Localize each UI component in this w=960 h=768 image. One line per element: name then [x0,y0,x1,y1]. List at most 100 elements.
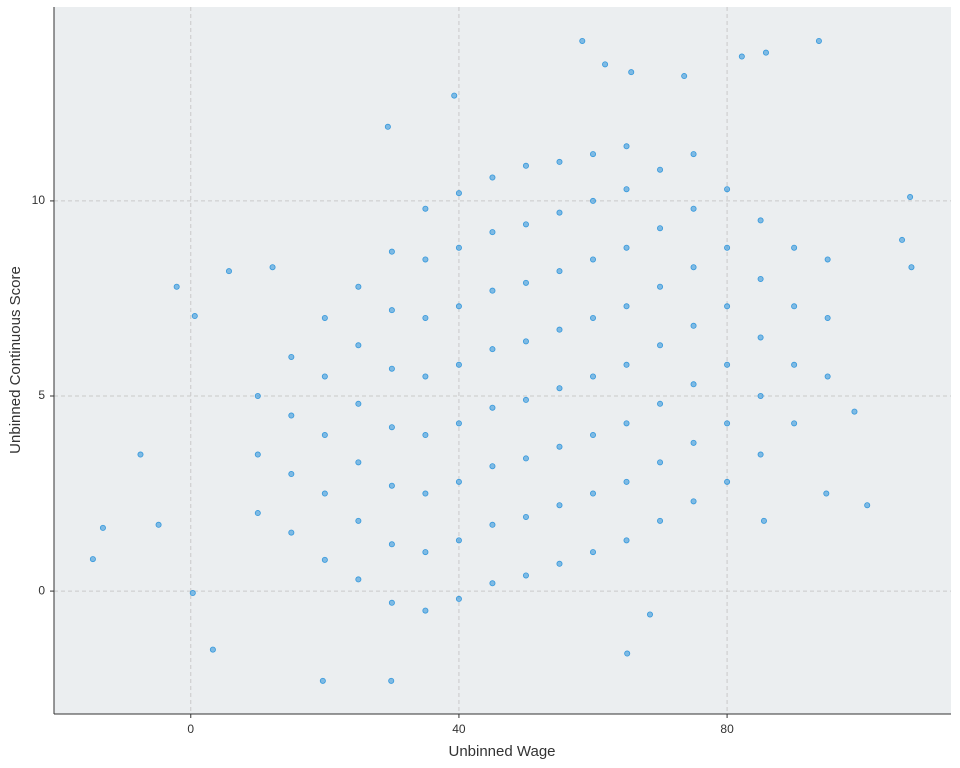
point [590,151,597,158]
point [590,314,597,321]
point [321,490,328,497]
point [556,209,563,216]
y-tick-label: 10 [32,193,46,207]
point [191,313,198,320]
point [254,393,261,400]
point [623,303,630,310]
point [724,361,731,368]
x-axis-title: Unbinned Wage [448,743,555,760]
point [355,576,362,583]
point [422,373,429,380]
point [556,326,563,333]
point [824,256,831,263]
point [288,412,295,419]
point [623,420,630,427]
point [225,268,232,275]
point [388,482,395,489]
point [657,283,664,290]
point [355,517,362,524]
point [602,61,609,68]
point [422,432,429,439]
point [657,459,664,466]
point [899,236,906,243]
point [556,268,563,275]
point [590,256,597,263]
point [556,385,563,392]
point [623,537,630,544]
point [690,322,697,329]
point [455,361,462,368]
point [422,490,429,497]
point [388,541,395,548]
point [690,264,697,271]
point [657,400,664,407]
x-tick-label: 40 [452,722,466,736]
point [762,49,769,56]
point [455,537,462,544]
point [623,143,630,150]
point [173,283,180,290]
point [288,471,295,478]
point [824,373,831,380]
point [355,459,362,466]
point [388,248,395,255]
point [757,275,764,282]
point [99,524,106,531]
point [455,190,462,197]
y-axis-title: Unbinned Continuous Score [7,266,24,454]
point [681,73,688,80]
x-tick-label: 0 [187,722,194,736]
point [422,314,429,321]
point [254,451,261,458]
point [155,521,162,528]
point [590,490,597,497]
point [556,158,563,165]
point [791,303,798,310]
point [455,478,462,485]
point [489,346,496,353]
point [288,529,295,536]
point [522,279,529,286]
point [489,229,496,236]
point [209,646,216,653]
point [489,404,496,411]
y-tick-label: 0 [38,583,45,597]
point [522,162,529,169]
point [657,342,664,349]
point [355,342,362,349]
point [757,217,764,224]
point [908,264,915,271]
point [757,334,764,341]
point [791,420,798,427]
point [489,521,496,528]
point [724,420,731,427]
point [724,244,731,251]
point [556,560,563,567]
point [321,556,328,563]
point [757,393,764,400]
point [628,69,635,76]
point [815,37,822,44]
point [254,510,261,517]
point [422,549,429,556]
point [690,439,697,446]
point [455,420,462,427]
point [455,595,462,602]
point [137,451,144,458]
point [455,244,462,251]
point [824,314,831,321]
point [189,590,196,597]
point [384,123,391,130]
point [489,463,496,470]
point [422,256,429,263]
point [590,373,597,380]
point [646,611,653,618]
point [724,303,731,310]
point [269,264,276,271]
point [388,599,395,606]
point [522,221,529,228]
point [579,37,586,44]
point [522,396,529,403]
point [422,205,429,212]
